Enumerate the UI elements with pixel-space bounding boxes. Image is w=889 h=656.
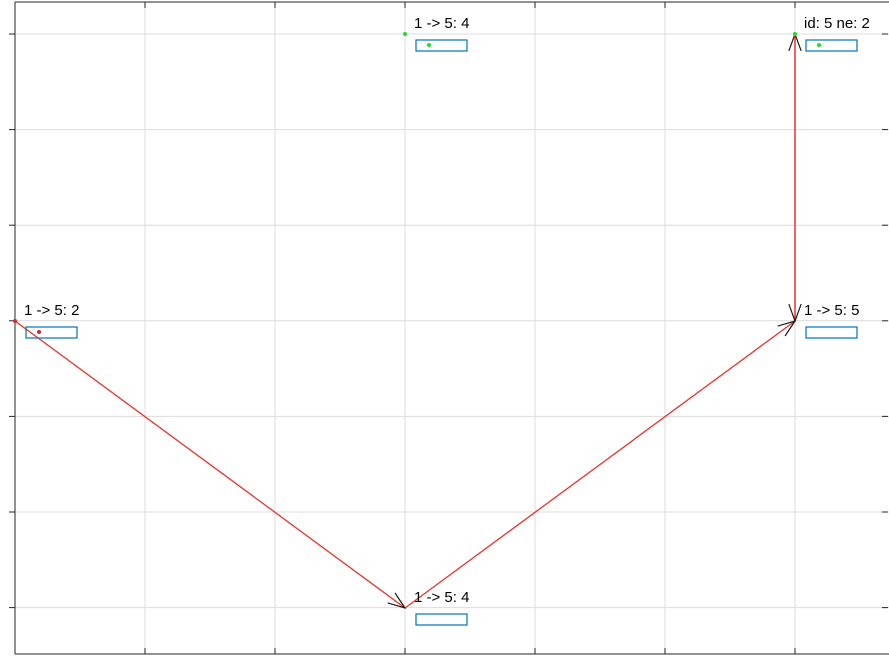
node-label: id: 5 ne: 2 xyxy=(804,15,870,32)
nodes: 1 -> 5: 4 id: 5 ne: 2 1 -> 5: 2 1 -> 5: 5 1 … xyxy=(13,15,870,626)
edge-n-bottom-middle-to-n-right xyxy=(404,319,797,609)
node-n-left[interactable]: 1 -> 5: 2 xyxy=(13,302,79,339)
edge-line xyxy=(404,320,796,609)
node-box[interactable] xyxy=(415,613,468,626)
node-n-top-middle[interactable]: 1 -> 5: 4 xyxy=(403,15,469,52)
node-anchor-dot-icon xyxy=(793,32,797,36)
node-marker-dot-icon xyxy=(817,43,821,47)
node-n-bottom-middle[interactable]: 1 -> 5: 4 xyxy=(414,589,469,626)
grid xyxy=(14,2,889,654)
edge-line xyxy=(14,320,406,609)
node-marker-dot-icon xyxy=(37,330,41,334)
node-box[interactable] xyxy=(805,39,858,52)
node-n-top-right[interactable]: id: 5 ne: 2 xyxy=(793,15,870,52)
node-label: 1 -> 5: 4 xyxy=(414,15,469,32)
edge-n-left-to-n-bottom-middle xyxy=(14,320,407,610)
node-box[interactable] xyxy=(415,39,468,52)
node-anchor-dot-icon xyxy=(13,319,17,323)
node-n-right[interactable]: 1 -> 5: 5 xyxy=(804,302,859,339)
edge-n-top-right-to-n-right xyxy=(788,34,802,323)
node-marker-dot-icon xyxy=(427,43,431,47)
node-label: 1 -> 5: 4 xyxy=(414,589,469,606)
node-label: 1 -> 5: 2 xyxy=(24,302,79,319)
axes xyxy=(9,1,889,655)
edge-arrowhead-icon xyxy=(788,303,802,323)
node-anchor-dot-icon xyxy=(403,32,407,36)
node-label: 1 -> 5: 5 xyxy=(804,302,859,319)
node-box[interactable] xyxy=(25,326,78,339)
node-box[interactable] xyxy=(805,326,858,339)
